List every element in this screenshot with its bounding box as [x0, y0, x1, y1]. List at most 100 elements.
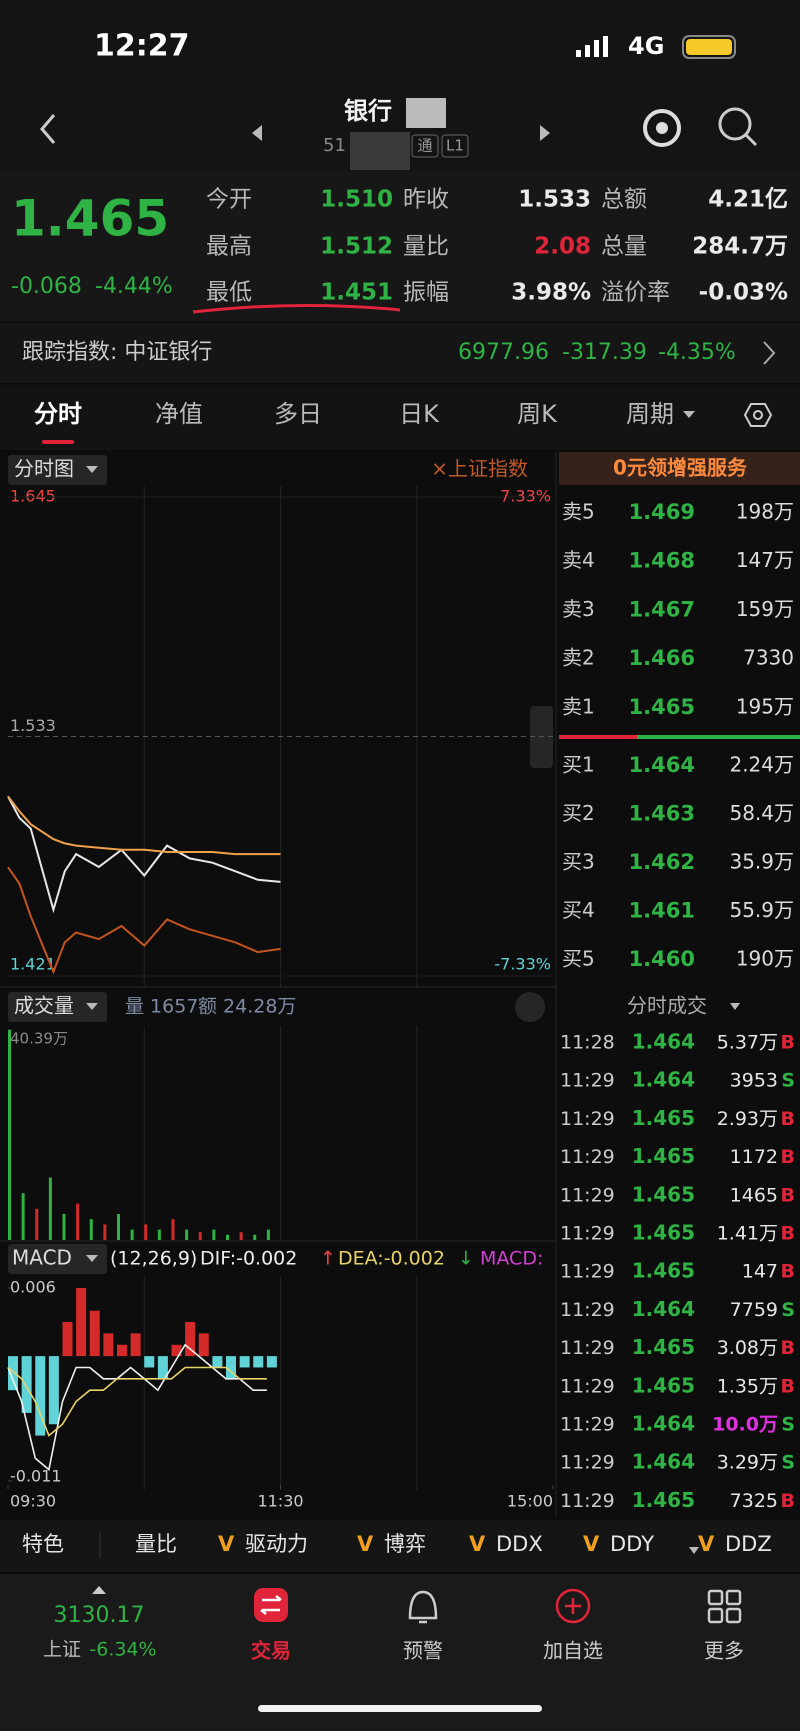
- chevron[interactable]: [763, 341, 776, 365]
- nav-item[interactable]: 更多: [704, 1639, 744, 1663]
- indicator[interactable]: DDZ: [725, 1532, 772, 1556]
- volume-selector[interactable]: [8, 992, 107, 1022]
- volume-bar: [266, 1229, 270, 1240]
- y2-tick-label: 7.33%: [500, 487, 551, 506]
- book-label: 卖3: [562, 597, 595, 621]
- trade-side: B: [781, 1337, 795, 1359]
- book-price: 1.466: [629, 646, 695, 670]
- expand-icon[interactable]: [515, 992, 545, 1022]
- trade-time: 11:29: [560, 1223, 615, 1245]
- indicator[interactable]: DDX: [496, 1532, 543, 1556]
- macd-bar: [117, 1344, 127, 1357]
- next-button[interactable]: [540, 125, 550, 141]
- home-indicator: [258, 1705, 542, 1712]
- tab[interactable]: 多日: [274, 400, 322, 428]
- macd-bar: [48, 1356, 59, 1425]
- trade-time: 11:29: [560, 1375, 615, 1397]
- tab[interactable]: 分时: [34, 400, 82, 428]
- more-icon[interactable]: [707, 1589, 742, 1624]
- trade-price: 1.465: [632, 1335, 695, 1359]
- macd-bar: [157, 1356, 168, 1379]
- nav-item[interactable]: 加自选: [543, 1639, 603, 1663]
- macd-bar: [130, 1333, 141, 1357]
- back-button[interactable]: [40, 114, 56, 144]
- nav-item[interactable]: 交易: [251, 1639, 291, 1663]
- mascot-icon[interactable]: [643, 109, 681, 147]
- field-label: 量比: [403, 234, 449, 260]
- tab[interactable]: 日K: [399, 400, 440, 428]
- index-value: 3130.17: [54, 1603, 145, 1628]
- trade-side: S: [781, 1070, 795, 1092]
- nav-item[interactable]: 预警: [403, 1639, 443, 1663]
- field-value: 1.451: [320, 280, 393, 306]
- bell-icon[interactable]: [408, 1590, 438, 1624]
- promo-bg[interactable]: [559, 452, 800, 485]
- trade-icon[interactable]: [254, 1588, 288, 1622]
- field-value: 1.512: [320, 234, 393, 260]
- add-icon[interactable]: [555, 1588, 591, 1624]
- book-volume: 159万: [736, 597, 794, 621]
- book-volume: 55.9万: [729, 898, 794, 922]
- field-value: 3.98%: [511, 280, 591, 306]
- field-label: 总额: [601, 187, 647, 213]
- book-label: 买2: [562, 801, 595, 825]
- indicator-marker: V: [469, 1532, 486, 1556]
- tab[interactable]: 周期: [626, 400, 674, 428]
- book-price: 1.461: [629, 899, 695, 923]
- trades-title: 分时成交: [627, 994, 707, 1018]
- bottom-nav-bg: [0, 1574, 800, 1731]
- volume-bar: [185, 1229, 189, 1240]
- trade-price: 1.464: [632, 1068, 695, 1092]
- search-handle: [744, 133, 758, 147]
- book-label: 卖1: [562, 694, 595, 718]
- index-arrow: [92, 1586, 106, 1594]
- trade-price: 1.464: [632, 1297, 695, 1321]
- change: -0.068: [11, 274, 82, 299]
- macd-selector[interactable]: [8, 1244, 107, 1274]
- trade-side: B: [781, 1375, 795, 1397]
- indicator[interactable]: 博弈: [384, 1532, 426, 1556]
- trade-time: 11:29: [560, 1184, 615, 1206]
- search-icon[interactable]: [718, 107, 752, 141]
- prev-button[interactable]: [252, 125, 262, 141]
- trade-side: S: [781, 1414, 795, 1436]
- indicator[interactable]: 量比: [135, 1532, 177, 1556]
- book-label: 买1: [562, 753, 595, 777]
- book-volume: 35.9万: [729, 850, 794, 874]
- network: 4G: [628, 32, 664, 60]
- tag: L1: [446, 137, 464, 155]
- settings-icon[interactable]: [743, 403, 773, 427]
- trade-volume: 3.08万: [717, 1337, 778, 1359]
- x-tick-label: 11:30: [257, 1492, 303, 1511]
- signal-icon: [576, 36, 608, 57]
- indicator[interactable]: 驱动力: [245, 1532, 308, 1556]
- tracking-bg: [0, 323, 800, 383]
- y-tick-label: 0.006: [10, 1278, 56, 1297]
- tracking-value: 6977.96: [458, 340, 549, 365]
- field-label: 昨收: [403, 187, 449, 213]
- tab[interactable]: 周K: [517, 400, 558, 428]
- indicator-bg: [0, 1520, 800, 1572]
- chart-selector[interactable]: [8, 455, 107, 485]
- dropdown-arrow: [683, 411, 695, 418]
- price: 1.465: [11, 190, 169, 248]
- field-label: 溢价率: [601, 280, 670, 306]
- mascot-eye: [656, 122, 668, 134]
- tracking-change: -317.39: [562, 340, 647, 365]
- book-price: 1.465: [629, 695, 695, 719]
- indicator-marker: V: [583, 1532, 600, 1556]
- book-volume: 7330: [743, 646, 794, 670]
- volume-bar: [35, 1208, 39, 1240]
- trade-price: 1.464: [632, 1030, 695, 1054]
- trade-side: S: [781, 1299, 795, 1321]
- book-label: 卖2: [562, 646, 595, 670]
- volume-bar: [171, 1219, 175, 1240]
- book-volume: 190万: [736, 947, 794, 971]
- indicator[interactable]: 特色: [22, 1532, 64, 1556]
- macd-bar: [21, 1356, 32, 1413]
- volume-bar: [212, 1229, 216, 1240]
- macd-bar: [185, 1322, 196, 1357]
- field-label: 今开: [206, 187, 252, 213]
- tab[interactable]: 净值: [155, 400, 203, 428]
- indicator[interactable]: DDY: [610, 1532, 654, 1556]
